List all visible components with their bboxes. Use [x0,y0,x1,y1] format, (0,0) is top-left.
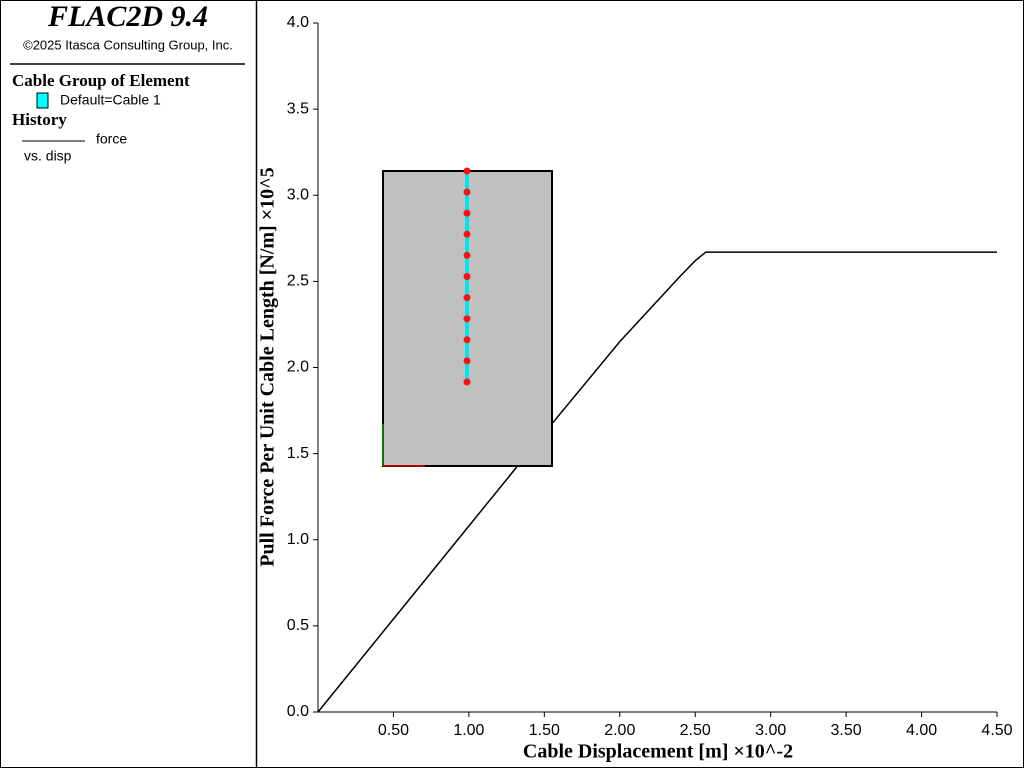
y-tick-label: 0.5 [287,617,309,634]
cable-node [463,273,471,280]
y-tick-label: 2.0 [287,359,309,376]
cable-nodes [463,167,471,386]
history-line [317,251,997,713]
x-axis-label: Cable Displacement [m] ×10^-2 [523,741,793,763]
y-tick-label: 1.5 [287,445,309,462]
cable-node [463,315,471,323]
cable-node [463,167,471,175]
x-tick-label: 3.50 [831,722,862,739]
y-tick-label: 2.5 [287,273,309,290]
legend-item: vs. disp [24,148,72,164]
legend-item: force [96,131,127,147]
cable-node [463,378,471,386]
cable-node [463,357,471,365]
x-tick-label: 3.00 [755,722,786,739]
cable-node [463,209,471,217]
x-tick-label: 1.50 [529,722,560,739]
x-tick-label: 0.50 [378,722,409,739]
legend-heading: Cable Group of Element [12,71,190,90]
y-axis-label: Pull Force Per Unit Cable Length [N/m] ×… [257,167,279,566]
cable-node [463,294,471,302]
model-inset [382,167,553,467]
x-tick-label: 2.00 [604,722,635,739]
x-tick-label: 1.00 [453,722,484,739]
cable-node [463,230,471,238]
y-tick-label: 4.0 [287,14,309,31]
y-tick-label: 3.5 [287,100,309,117]
x-tick-label: 4.50 [981,722,1012,739]
copyright: ©2025 Itasca Consulting Group, Inc. [23,37,233,52]
y-tick-label: 1.0 [287,531,309,548]
cable-node [463,251,471,259]
cable-node [463,336,471,344]
y-tick-label: 0.0 [287,703,309,720]
y-tick-label: 3.0 [287,186,309,203]
x-tick-label: 4.00 [906,722,937,739]
app-title: FLAC2D 9.4 [47,0,208,33]
legend-heading: History [12,110,67,129]
x-tick-label: 2.50 [680,722,711,739]
legend-item: Default=Cable 1 [60,92,161,108]
legend-swatch [36,92,49,109]
cable-node [463,188,471,196]
plot: 0.0 0.5 1.0 1.5 2.0 2.5 3.0 3.5 4.0 0.50 1.00 1.50 2… [287,14,1013,739]
